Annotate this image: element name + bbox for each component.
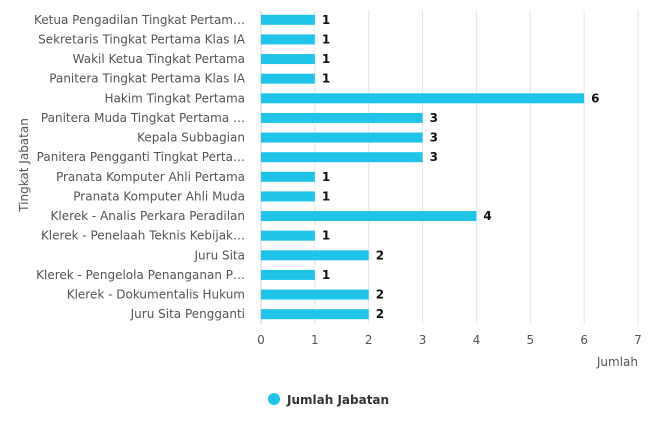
data-label: 1 — [322, 32, 330, 46]
data-label: 3 — [430, 150, 438, 164]
category-label: Pranata Komputer Ahli Pertama — [56, 170, 245, 184]
x-tick-label: 1 — [311, 333, 319, 347]
data-label: 2 — [376, 307, 384, 321]
category-label: Panitera Tingkat Pertama Klas IA — [49, 72, 246, 86]
category-label: Klerek - Analis Perkara Peradilan — [51, 209, 246, 223]
bar[interactable] — [261, 289, 369, 300]
bar[interactable] — [261, 112, 423, 123]
x-tick-label: 5 — [526, 333, 534, 347]
x-tick-label: 2 — [365, 333, 373, 347]
bars — [261, 14, 585, 320]
legend[interactable]: Jumlah Jabatan — [268, 393, 389, 407]
category-labels: Ketua Pengadilan Tingkat Pertam… Sekretar… — [34, 13, 246, 321]
data-label: 1 — [322, 268, 330, 282]
category-label: Klerek - Dokumentalis Hukum — [67, 288, 245, 302]
x-tick-label: 6 — [580, 333, 588, 347]
bar[interactable] — [261, 230, 315, 241]
bar[interactable] — [261, 171, 315, 182]
data-label: 4 — [483, 209, 491, 223]
category-label: Kepala Subbagian — [137, 131, 245, 145]
bar[interactable] — [261, 191, 315, 202]
legend-label: Jumlah Jabatan — [286, 393, 389, 407]
bar[interactable] — [261, 269, 315, 280]
bar[interactable] — [261, 73, 315, 84]
category-label: Panitera Muda Tingkat Pertama … — [41, 111, 245, 125]
category-label: Wakil Ketua Tingkat Pertama — [73, 52, 245, 66]
category-label: Juru Sita Pengganti — [130, 307, 245, 321]
x-tick-label: 3 — [419, 333, 427, 347]
category-label: Klerek - Pengelola Penanganan P… — [36, 268, 245, 282]
x-tick-label: 7 — [634, 333, 642, 347]
data-label: 1 — [322, 189, 330, 203]
x-tick-label: 4 — [473, 333, 481, 347]
category-label: Panitera Pengganti Tingkat Perta… — [37, 150, 245, 164]
x-axis-title: Jumlah — [596, 355, 638, 369]
bar[interactable] — [261, 309, 369, 320]
category-label: Klerek - Penelaah Teknis Kebijak… — [41, 229, 245, 243]
legend-marker — [268, 393, 280, 405]
data-label: 2 — [376, 248, 384, 262]
bar[interactable] — [261, 152, 423, 163]
category-label: Juru Sita — [193, 248, 245, 262]
bar[interactable] — [261, 250, 369, 261]
bar[interactable] — [261, 211, 477, 222]
data-label: 3 — [430, 131, 438, 145]
category-label: Hakim Tingkat Pertama — [104, 91, 245, 105]
bar[interactable] — [261, 132, 423, 143]
x-tick-label: 0 — [257, 333, 265, 347]
x-tick-labels: 0 1 2 3 4 5 6 7 — [257, 333, 642, 347]
data-label: 2 — [376, 288, 384, 302]
bar[interactable] — [261, 34, 315, 45]
gridlines — [260, 10, 639, 324]
category-label: Pranata Komputer Ahli Muda — [73, 189, 245, 203]
category-label: Sekretaris Tingkat Pertama Klas IA — [38, 32, 246, 46]
data-label: 1 — [322, 72, 330, 86]
data-labels: 1 1 1 1 6 3 3 3 1 1 4 1 2 1 2 2 — [322, 13, 600, 321]
data-label: 6 — [591, 91, 599, 105]
data-label: 1 — [322, 13, 330, 27]
y-axis-title: Tingkat Jabatan — [17, 118, 31, 213]
bar[interactable] — [261, 14, 315, 25]
data-label: 1 — [322, 229, 330, 243]
data-label: 1 — [322, 170, 330, 184]
bar[interactable] — [261, 54, 315, 65]
bar[interactable] — [261, 93, 585, 104]
data-label: 1 — [322, 52, 330, 66]
data-label: 3 — [430, 111, 438, 125]
category-label: Ketua Pengadilan Tingkat Pertam… — [34, 13, 245, 27]
